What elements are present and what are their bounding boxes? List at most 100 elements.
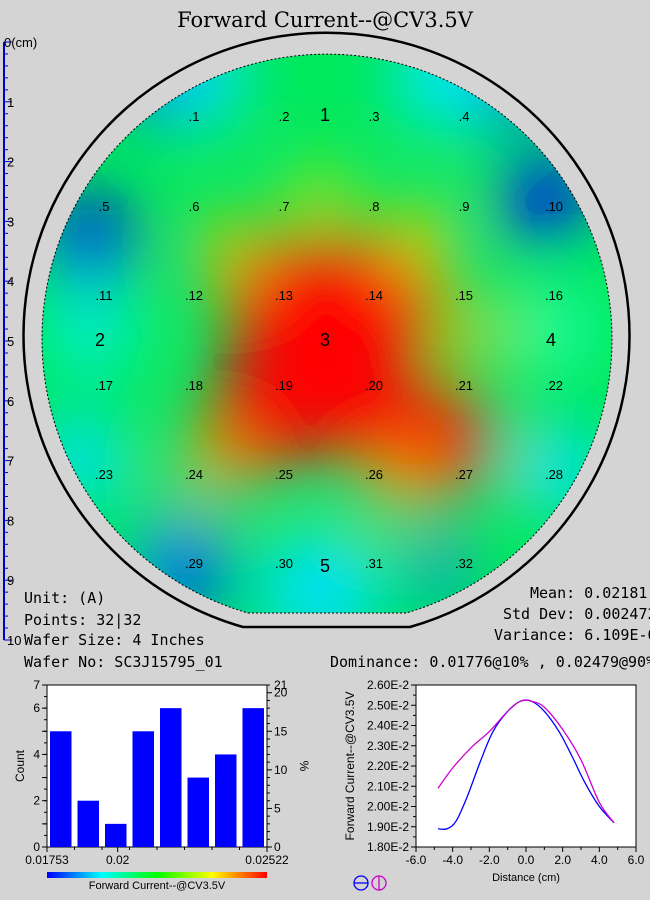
y-tick-label: 2.30E-2 [367,739,409,753]
histogram-bar [215,754,237,847]
std-dev-label: Std Dev: 0.002472 [503,605,650,623]
x-tick-label: 0.0 [518,853,535,867]
ruler-tick-label: 4 [7,274,14,289]
measurement-point-label: .10 [545,199,563,214]
y-tick-label: 1.80E-2 [367,840,409,854]
y-tick-label: 2.40E-2 [367,719,409,733]
histogram-bar [160,708,182,847]
vertical-profile-icon[interactable] [371,875,387,891]
measurement-point-label: .8 [369,199,380,214]
region-label: 4 [546,330,556,350]
measurement-point-label: .3 [369,109,380,124]
horizontal-profile-icon[interactable] [353,875,369,891]
chart-title: Forward Current--@CV3.5V [177,8,473,32]
x-tick-label: 6.0 [628,853,645,867]
y2-tick-label: 21 [274,678,288,692]
measurement-point-label: .7 [279,199,290,214]
measurement-point-label: .5 [99,199,110,214]
y2-tick-label: 20 [274,686,288,700]
x-tick-label: 4.0 [591,853,608,867]
y-tick-label: 1.90E-2 [367,820,409,834]
x-tick-label: 0.02 [106,853,130,867]
measurement-point-label: .1 [189,109,200,124]
wafer-map: .1 .2 .3 .4 .5 .6 .7 .8 .9 .10 .11 .12 .13 .14 .15 .16.… [22,31,631,629]
histogram-bar [105,823,127,847]
dominance-label: Dominance: 0.01776@10% , 0.02479@90% [330,653,650,671]
measurement-point-label: .25 [275,467,293,482]
ruler-tick-label: 6 [7,394,14,409]
y-tick-label: 2.20E-2 [367,759,409,773]
profile-series-line [437,699,615,824]
measurement-point-label: .17 [95,378,113,393]
measurement-point-label: .4 [459,109,470,124]
color-scale-bar [47,872,267,878]
measurement-point-label: .32 [455,556,473,571]
measurement-point-label: .31 [365,556,383,571]
x-axis-label: Forward Current--@CV3.5V [89,880,226,892]
measurement-point-label: .19 [275,378,293,393]
y-tick-label: 2.50E-2 [367,698,409,712]
variance-label: Variance: 6.109E-06 [494,626,650,644]
x-tick-label: 2.0 [554,853,571,867]
y-axis-label: Count [13,749,27,782]
measurement-point-label: .13 [275,288,293,303]
ruler-tick-label: 5 [7,334,14,349]
profile-line-chart: 1.80E-2 1.90E-2 2.00E-2 2.10E-2 2.20E-2 2.30E… [343,678,645,891]
y2-axis-label: % [297,761,311,772]
y-tick-label: 6 [33,701,40,715]
vertical-ruler: 0(cm) 1 2 3 4 5 6 7 8 9 10 [3,35,37,648]
measurement-point-label: .27 [455,467,473,482]
measurement-point-label: .16 [545,288,563,303]
region-label: 5 [320,556,330,576]
measurement-point-label: .24 [185,467,203,482]
measurement-point-label: .12 [185,288,203,303]
unit-label: Unit: (A) [24,589,106,607]
y-tick-label: 2.10E-2 [367,779,409,793]
histogram-bar [50,731,72,847]
measurement-point-label: .30 [275,556,293,571]
histogram-bar [187,777,209,847]
x-tick-label: 0.02522 [245,853,289,867]
ruler-tick-label: 2 [7,155,14,170]
measurement-point-label: .22 [545,378,563,393]
y-tick-label: 7 [33,678,40,692]
measurement-point-label: .28 [545,467,563,482]
y-tick-label: 2.60E-2 [367,678,409,692]
wafer-size-label: Wafer Size: 4 Inches [24,631,205,649]
x-tick-label: 0.01753 [25,853,69,867]
ruler-tick-label: 9 [7,573,14,588]
wafer-outline [22,31,631,629]
measurement-point-label: .23 [95,467,113,482]
x-tick-label: -4.0 [442,853,463,867]
x-axis-label: Distance (cm) [492,872,560,884]
mean-label: Mean: 0.02181 [530,584,648,602]
region-label: 3 [320,330,330,350]
ruler-tick-label: 3 [7,214,14,229]
y-tick-label: 2.00E-2 [367,800,409,814]
measurement-point-label: .11 [95,288,112,303]
histogram-bar [242,708,264,847]
y2-tick-label: 0 [274,840,281,854]
measurement-point-label: .29 [185,556,203,571]
measurement-point-label: .14 [365,288,383,303]
y-tick-label: 0 [33,840,40,854]
ruler-tick-label: 8 [7,513,14,528]
region-label: 2 [95,330,105,350]
y-tick-label: 4 [33,747,40,761]
measurement-point-label: .2 [279,109,290,124]
histogram-bar [132,731,154,847]
y-axis-label: Forward Current--@CV3.5V [343,692,357,841]
ruler-tick-label: 10 [7,633,21,648]
wafer-no-label: Wafer No: SC3J15795_01 [24,653,223,671]
x-tick-label: -2.0 [479,853,500,867]
measurement-point-label: .26 [365,467,383,482]
measurement-point-label: .18 [185,378,203,393]
ruler-unit-label: 0(cm) [4,35,37,50]
y2-tick-label: 10 [274,763,288,777]
y2-tick-label: 5 [274,801,281,815]
ruler-tick-label: 7 [7,454,14,469]
points-label: Points: 32|32 [24,611,142,629]
x-tick-label: -6.0 [406,853,427,867]
y-tick-label: 2 [33,794,40,808]
